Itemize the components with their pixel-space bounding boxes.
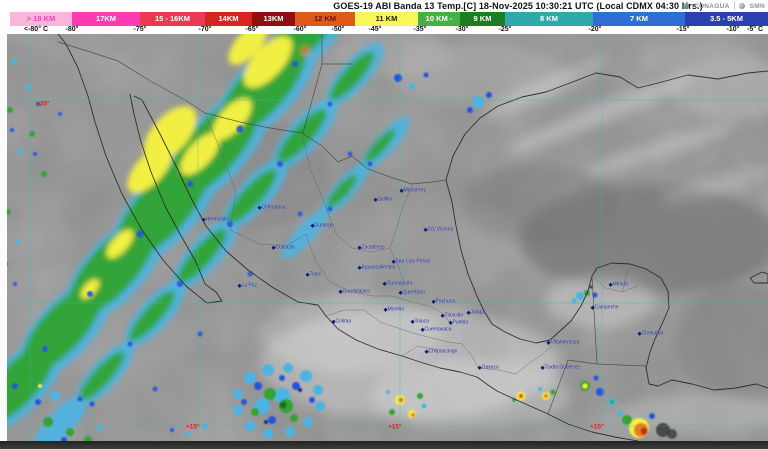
city-label: Cuernavaca	[421, 327, 452, 333]
scale-segment: > 18 KM	[10, 12, 72, 26]
temp-tick: -15°	[676, 26, 690, 33]
temp-tick: <-80° C	[23, 26, 49, 33]
conagua-logo-icon	[682, 3, 689, 9]
city-label: Monterrey	[400, 188, 427, 194]
map: Hermosillo Chihuahua Monterrey Saltillo Cd. …	[0, 34, 768, 441]
scale-segment: 12 KM	[295, 12, 355, 26]
city-label: Chetumal	[638, 331, 663, 337]
latitude-label: +15°	[590, 423, 604, 431]
scale-segment: 7 KM	[593, 12, 685, 26]
page-title: GOES-19 ABI Banda 13 Temp.[C] 18-Nov-202…	[333, 1, 703, 11]
scale-segment: 8 KM	[505, 12, 593, 26]
city-label: Hermosillo	[202, 217, 230, 223]
city-label: Cd. Victoria	[424, 227, 454, 233]
temp-tick: -35°	[413, 26, 427, 33]
color-scale: > 18 KM 17KM 15 - 16KM 14KM 13KM 12 KM 11 KM 10…	[0, 12, 768, 26]
temp-tick: -5° C	[746, 26, 764, 33]
city-label: Guanajuato	[383, 281, 413, 287]
latitude-label: +15°	[388, 423, 402, 431]
latitude-label: +30°	[36, 100, 50, 108]
city-label: San Luis Potosí	[392, 259, 431, 265]
temp-tick: -10°	[726, 26, 740, 33]
city-label: Zacatecas	[358, 245, 385, 251]
city-label: Guadalajara	[339, 289, 370, 295]
temp-tick: -70°	[198, 26, 212, 33]
latitude-label: +15°	[186, 423, 200, 431]
city-label: Campeche	[591, 305, 619, 311]
city-label: Pachuca	[432, 299, 455, 305]
logo-divider	[733, 2, 735, 10]
scale-segment: 15 - 16KM	[140, 12, 205, 26]
city-label: Morelia	[384, 307, 404, 313]
bottom-bar	[0, 441, 768, 449]
city-label: Toluca	[411, 319, 429, 325]
city-label: Culiacán	[272, 245, 295, 251]
city-label: Durango	[311, 223, 334, 229]
satellite-imagery	[0, 34, 768, 441]
temp-tick: -20°	[588, 26, 602, 33]
city-label: Jalapa	[467, 310, 486, 316]
temp-tick: -45°	[368, 26, 382, 33]
temp-tick: -80°	[65, 26, 79, 33]
temp-tick: -25°	[498, 26, 512, 33]
scale-segment: 14KM	[205, 12, 252, 26]
city-label: Chihuahua	[258, 205, 286, 211]
title-bar: GOES-19 ABI Banda 13 Temp.[C] 18-Nov-202…	[0, 0, 768, 12]
city-label: Tuxtla Gutiérrez	[541, 365, 580, 371]
temp-tick: -65°	[245, 26, 259, 33]
scale-segment: 11 KM	[355, 12, 418, 26]
conagua-logo-text: CONAGUA	[693, 2, 730, 10]
city-label: Mérida	[609, 282, 628, 288]
city-label: La Paz	[238, 283, 258, 289]
city-label: Tlaxcala	[441, 313, 464, 319]
city-label: Querétaro	[399, 290, 426, 296]
scale-segment: 13KM	[252, 12, 295, 26]
scale-segment: 10 KM -	[418, 12, 460, 26]
smn-logo-text: SMN	[749, 2, 765, 10]
smn-logo-icon	[738, 3, 745, 9]
city-label: Colima	[332, 319, 352, 325]
city-label: Oaxaca	[478, 365, 499, 371]
city-label: Tepic	[306, 272, 322, 278]
city-label: Puebla	[449, 320, 469, 326]
city-label: Villahermosa	[547, 340, 580, 346]
city-label: Saltillo	[374, 197, 393, 203]
agency-logos: CONAGUA SMN	[682, 1, 765, 11]
temp-scale: <-80° C -80° -75° -70° -65° -60° -50° -45° -35° -…	[0, 26, 768, 34]
temp-tick: -50°	[331, 26, 345, 33]
temp-tick: -60°	[293, 26, 307, 33]
temp-tick: -75°	[133, 26, 147, 33]
city-label: Chilpancingo	[425, 349, 458, 355]
city-label: Aguascalientes	[358, 265, 396, 271]
temp-tick: -30°	[455, 26, 469, 33]
city-layer: Hermosillo Chihuahua Monterrey Saltillo Cd. …	[0, 34, 768, 441]
scale-segment: 3.5 - 5KM	[685, 12, 768, 26]
scale-segment: 9 KM	[460, 12, 505, 26]
scale-segment: 17KM	[72, 12, 140, 26]
